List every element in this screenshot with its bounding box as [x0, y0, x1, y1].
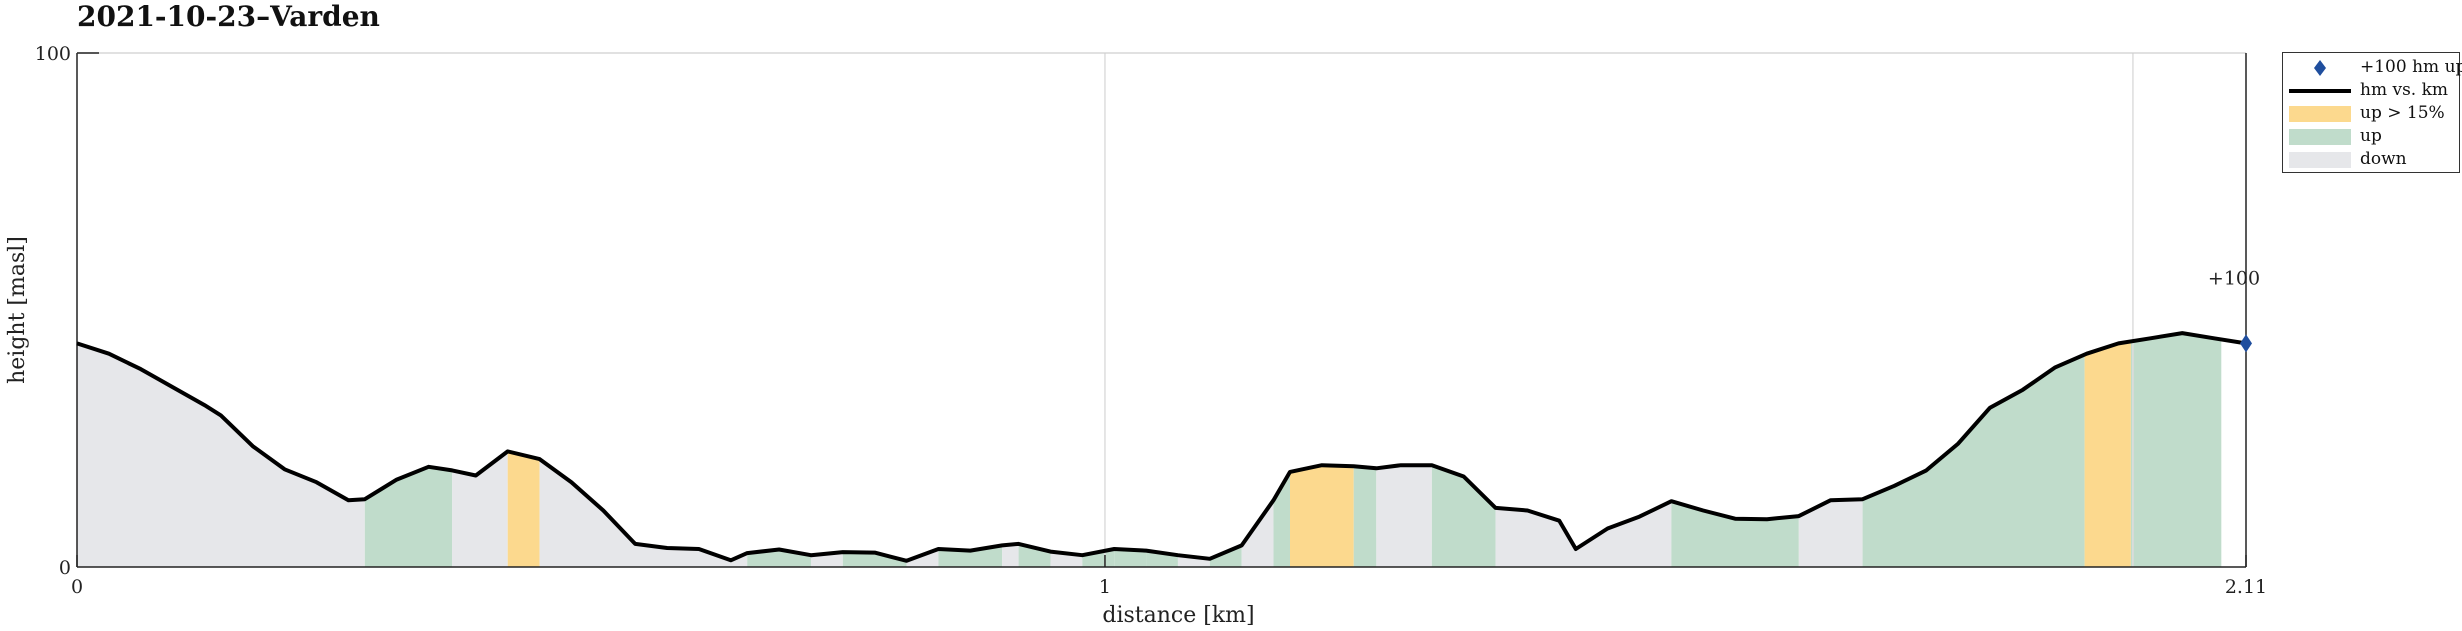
profile-line-path — [76, 331, 2247, 563]
x-axis-label: distance [km] — [1102, 603, 1254, 628]
grid-lines — [1104, 53, 2134, 567]
chart-title: 2021-10-23–Varden — [77, 0, 380, 33]
y-tick-label: 100 — [35, 43, 71, 65]
legend-item-up: up — [2283, 126, 2459, 148]
segment-fill-up — [842, 552, 907, 567]
profile-line — [76, 331, 2247, 563]
segment-fill-steep — [2084, 341, 2131, 567]
x-tick-label: 0 — [71, 576, 83, 598]
x-tick-label: 1 — [1099, 576, 1111, 598]
legend-label: up > 15% — [2360, 103, 2445, 123]
segment-fill-down — [1798, 499, 1863, 567]
segment-fill-up — [364, 466, 453, 567]
segment-fill-down — [77, 343, 365, 567]
segment-fill-up — [1862, 354, 2085, 567]
axes-frame — [76, 52, 2247, 568]
markers: +100 — [2208, 267, 2260, 353]
up-swatch — [2289, 129, 2351, 145]
marker-label: +100 — [2208, 267, 2260, 289]
steep-swatch — [2289, 106, 2351, 122]
line-swatch-icon — [2289, 89, 2351, 93]
segment-fill-up — [1671, 501, 1799, 567]
segment-fill-up — [2130, 333, 2222, 567]
legend-item-marker: +100 hm up — [2283, 57, 2462, 79]
legend-item-line: hm vs. km — [2283, 80, 2459, 102]
tick-labels: 0 1 2.11 0 100 — [35, 43, 2267, 598]
segment-fill-down — [452, 451, 508, 567]
legend-label: hm vs. km — [2360, 80, 2449, 100]
legend-label: +100 hm up — [2360, 57, 2462, 77]
segment-fill-down — [539, 459, 748, 567]
segment-fill-down — [1495, 501, 1672, 567]
down-swatch — [2289, 152, 2351, 168]
segment-fill-down — [1241, 500, 1274, 567]
segment-fill-down — [1002, 543, 1019, 567]
legend-label: up — [2360, 126, 2382, 146]
segment-fill-up — [1114, 549, 1147, 567]
x-tick-label: 2.11 — [2225, 576, 2267, 598]
segment-fill-up — [1353, 466, 1377, 567]
diamond-marker-icon — [2240, 334, 2252, 353]
segment-fill-up — [1431, 465, 1496, 567]
segment-fill-down — [1376, 465, 1432, 567]
diamond-marker-icon — [2314, 60, 2326, 76]
legend-item-steep: up > 15% — [2283, 103, 2459, 125]
segment-fills — [77, 333, 2222, 567]
legend-item-down: down — [2283, 149, 2459, 171]
segment-fill-steep — [507, 451, 540, 567]
legend: +100 hm up hm vs. km up > 15% up down — [2282, 52, 2462, 173]
segment-fill-steep — [1289, 465, 1354, 567]
legend-label: down — [2360, 149, 2407, 169]
segment-fill-up — [1082, 549, 1115, 567]
y-axis-label: height [masl] — [5, 236, 30, 384]
y-tick-label: 0 — [59, 557, 71, 579]
